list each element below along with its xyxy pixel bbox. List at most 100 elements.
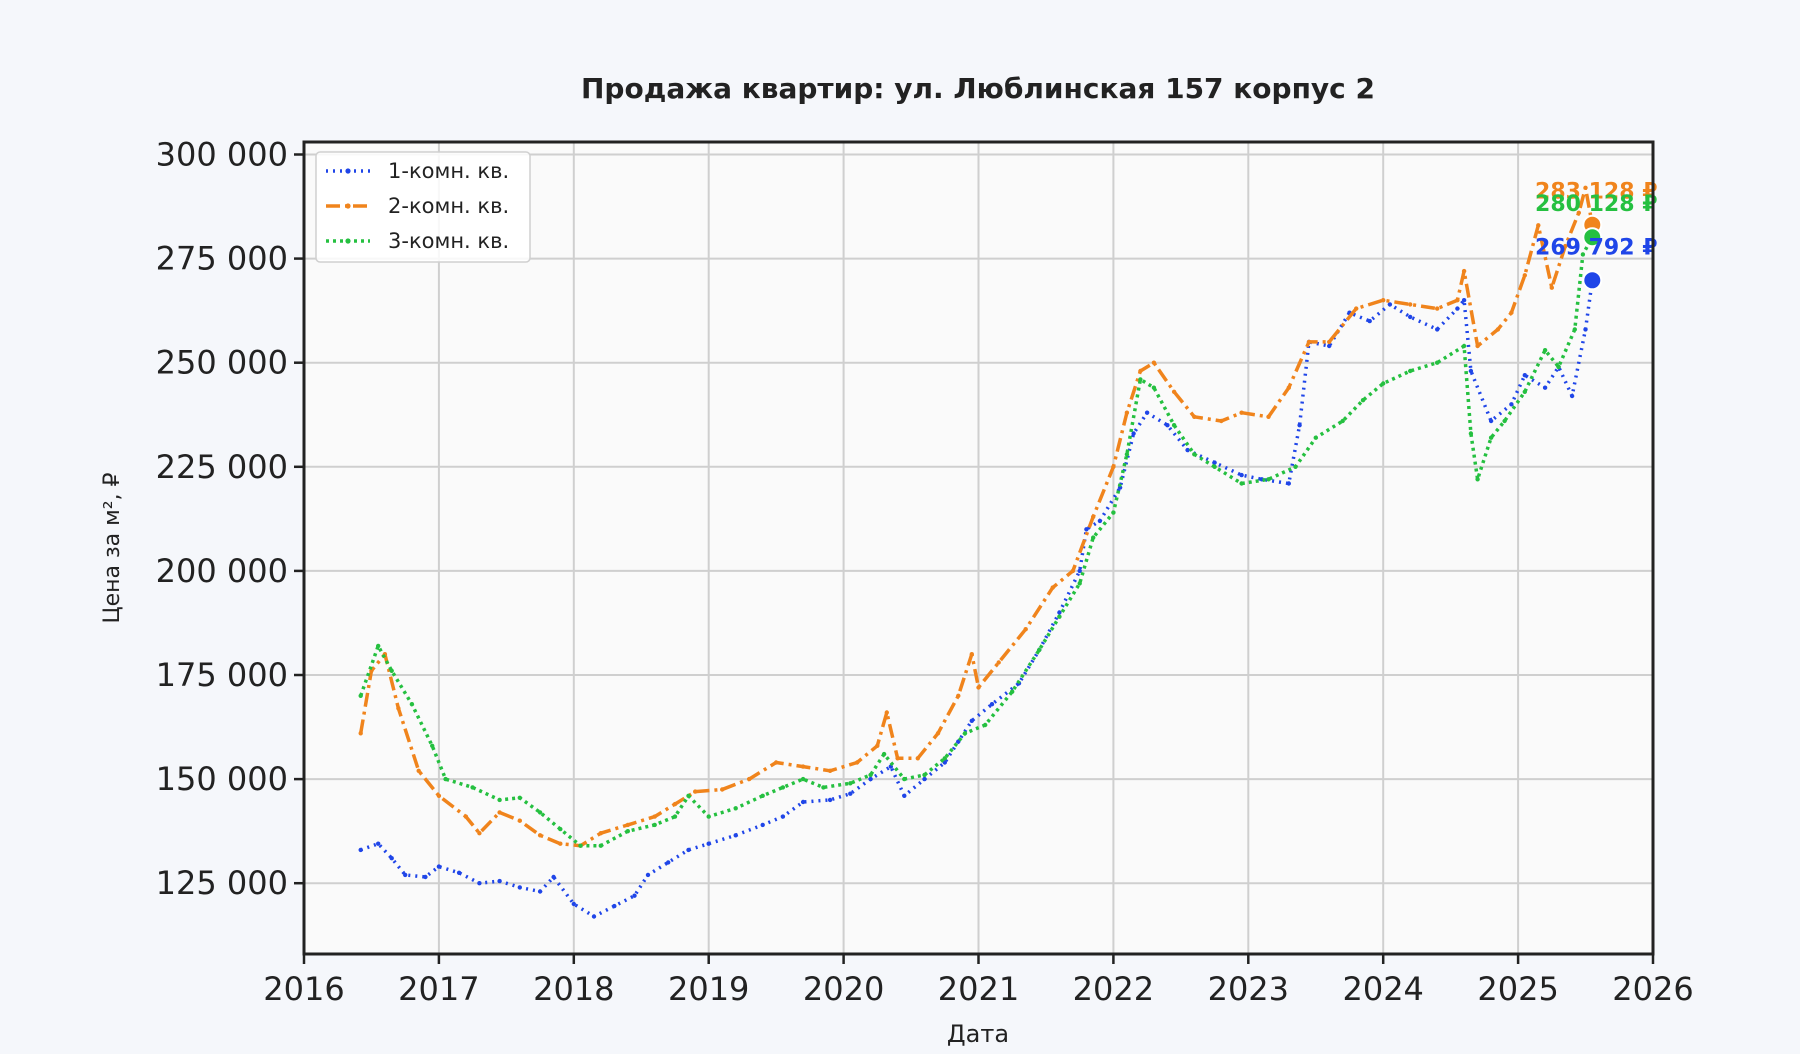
series-point — [686, 793, 691, 798]
series-point — [517, 795, 522, 800]
series-point — [780, 785, 786, 790]
series-point — [1354, 306, 1359, 311]
x-tick-label: 2019 — [668, 970, 749, 1008]
series-point — [800, 799, 806, 805]
series-point — [1468, 431, 1474, 436]
series-point — [1124, 452, 1130, 457]
x-axis-label: Дата — [947, 1020, 1009, 1048]
x-tick-label: 2018 — [533, 970, 614, 1008]
series-point — [456, 870, 462, 875]
y-tick-label: 175 000 — [156, 656, 288, 694]
series-point — [1050, 585, 1055, 590]
series-point — [1151, 385, 1157, 390]
series-point — [1144, 410, 1150, 415]
series-point — [1010, 689, 1015, 694]
series-point — [652, 814, 657, 819]
series-point — [1239, 481, 1244, 486]
series-point — [1138, 368, 1143, 374]
series-point — [902, 776, 907, 782]
legend-swatch-marker — [345, 203, 351, 209]
series-point — [1502, 418, 1507, 424]
series-point — [956, 693, 961, 698]
x-axis: 2016 2017 2018 2019 2020 2021 2022 2023 2024 2025… — [263, 954, 1694, 1008]
series-point — [902, 793, 907, 798]
last-value-label: 280 128 ₽ — [1535, 192, 1657, 217]
series-point — [1077, 568, 1082, 574]
series-point — [358, 731, 363, 736]
series-point — [881, 751, 887, 757]
x-tick-label: 2024 — [1342, 970, 1423, 1008]
series-point — [868, 772, 873, 778]
series-point — [969, 652, 974, 657]
series-point — [1212, 460, 1217, 465]
series-point — [884, 710, 889, 715]
series-point — [1435, 327, 1440, 332]
series-point — [645, 872, 651, 878]
series-point — [1057, 610, 1062, 615]
series-point — [571, 901, 576, 907]
y-tick-label: 125 000 — [156, 864, 288, 902]
series-point — [1077, 581, 1082, 586]
x-tick-label: 2017 — [398, 970, 479, 1008]
series-point — [1455, 298, 1460, 303]
y-tick-label: 200 000 — [156, 552, 288, 590]
series-point — [463, 814, 469, 819]
series-point — [854, 760, 860, 765]
y-tick-label: 275 000 — [156, 240, 288, 278]
series-point — [1542, 385, 1548, 390]
series-point — [436, 864, 442, 869]
series-point — [1111, 464, 1116, 469]
series-point — [1070, 568, 1076, 574]
series-point — [551, 874, 556, 880]
series-point — [1563, 243, 1568, 249]
series-point — [1542, 348, 1548, 353]
series-point — [1580, 252, 1586, 257]
series-point — [1212, 464, 1217, 469]
series-point — [868, 776, 873, 782]
series-point — [1286, 385, 1292, 390]
series-point — [976, 685, 981, 690]
series-point — [497, 810, 502, 815]
y-tick-label: 250 000 — [156, 344, 288, 382]
series-point — [1576, 210, 1582, 215]
series-point — [537, 833, 543, 838]
series-layer — [358, 185, 1603, 919]
legend: 1-комн. кв. 2-комн. кв. 3-комн. кв. — [315, 151, 531, 263]
series-point — [1327, 343, 1332, 349]
series-point — [409, 702, 415, 707]
last-value-marker — [1582, 227, 1603, 248]
series-point — [1097, 518, 1103, 524]
series-point — [1327, 339, 1332, 345]
series-point — [537, 810, 543, 815]
series-point — [1192, 414, 1197, 419]
series-point — [591, 914, 597, 919]
series-point — [962, 731, 968, 736]
series-point — [403, 872, 408, 878]
series-point — [1111, 510, 1116, 515]
series-point — [1239, 472, 1244, 478]
series-point — [1381, 381, 1386, 386]
series-point — [1455, 306, 1460, 311]
series-line — [360, 280, 1595, 919]
series-point — [733, 806, 738, 811]
series-point — [443, 776, 448, 782]
last-value-label: 269 792 ₽ — [1535, 235, 1657, 260]
chart-title: Продажа квартир: ул. Люблинская 157 корп… — [581, 72, 1375, 105]
series-point — [922, 772, 927, 778]
series-point — [693, 789, 698, 794]
series-point — [1084, 527, 1089, 532]
legend-box — [315, 151, 531, 263]
series-point — [760, 793, 765, 798]
series-point — [827, 768, 833, 773]
series-point — [1138, 377, 1143, 382]
series-point — [625, 829, 630, 834]
series-point — [800, 764, 806, 769]
series-point — [1475, 477, 1480, 482]
series-point — [706, 814, 711, 819]
series-point — [625, 822, 630, 828]
series-point — [1340, 418, 1345, 424]
series-point — [1239, 410, 1244, 415]
series-point — [773, 760, 779, 765]
series-point — [376, 643, 381, 649]
series-point — [747, 776, 752, 782]
